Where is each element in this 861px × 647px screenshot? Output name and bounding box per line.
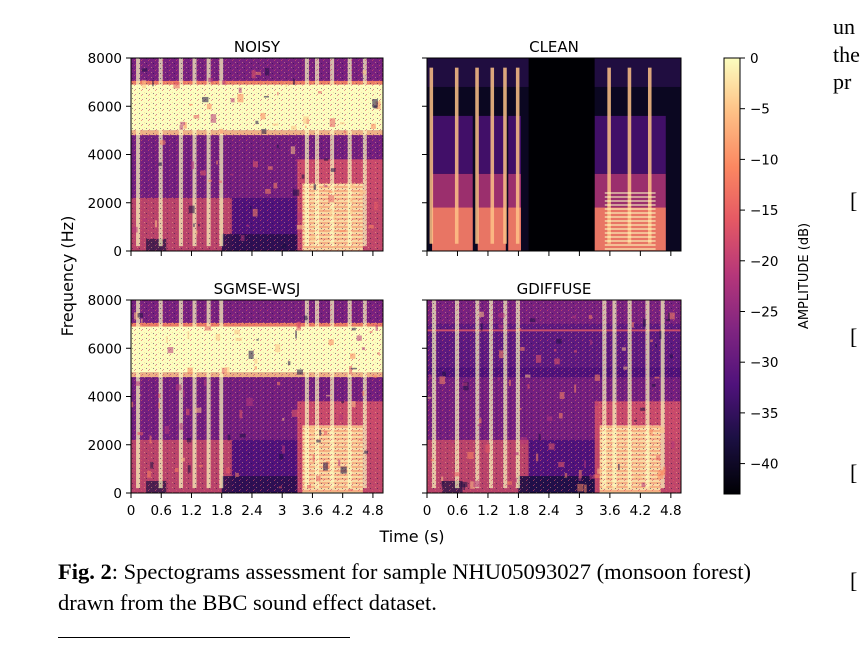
y-tick-label: 0 bbox=[113, 486, 122, 502]
x-tick-label: 4.8 bbox=[362, 503, 383, 519]
y-tick-label: 2000 bbox=[88, 196, 122, 212]
edge-bracket-2: [ bbox=[850, 324, 858, 349]
spectrogram-panel-noisy: NOISY 0 2000 4000 6000 8000 bbox=[88, 38, 384, 260]
panel-title: NOISY bbox=[234, 38, 281, 56]
x-tick-label: 1.8 bbox=[211, 503, 232, 519]
edge-line-2: the bbox=[833, 42, 860, 67]
x-tick-label: 0.6 bbox=[150, 503, 171, 519]
colorbar-tick-label: −25 bbox=[750, 304, 779, 320]
edge-bracket-3: [ bbox=[850, 460, 858, 485]
colorbar-tick-label: −15 bbox=[750, 203, 779, 219]
edge-line-1: un bbox=[833, 14, 855, 39]
x-tick-label: 3 bbox=[278, 503, 287, 519]
y-tick-label: 8000 bbox=[88, 51, 122, 67]
colorbar-tick-label: −20 bbox=[750, 254, 779, 270]
x-tick-label: 0.6 bbox=[447, 503, 468, 519]
panel-title: GDIFFUSE bbox=[517, 280, 592, 298]
x-tick-label: 2.4 bbox=[538, 503, 559, 519]
edge-bracket-1: [ bbox=[850, 188, 858, 213]
y-tick-label: 2000 bbox=[88, 438, 122, 454]
colorbar-tick-label: −40 bbox=[750, 457, 779, 473]
x-tick-label: 0 bbox=[423, 503, 432, 519]
y-axis-label: Frequency (Hz) bbox=[58, 216, 77, 337]
caption-label: Fig. 2 bbox=[58, 559, 112, 584]
spectrogram-image bbox=[427, 300, 681, 493]
spectrogram-image bbox=[131, 58, 383, 251]
caption-text: : Spectograms assessment for sample NHU0… bbox=[58, 559, 752, 615]
edge-line-3: pr bbox=[833, 69, 852, 94]
x-tick-label: 3 bbox=[575, 503, 584, 519]
y-tick-label: 8000 bbox=[88, 293, 122, 309]
spectrogram-image bbox=[427, 58, 681, 251]
colorbar-tick-label: −30 bbox=[750, 355, 779, 371]
x-tick-label: 3.6 bbox=[599, 503, 620, 519]
panel-title: CLEAN bbox=[529, 38, 579, 56]
x-tick-label: 1.2 bbox=[181, 503, 202, 519]
y-tick-label: 6000 bbox=[88, 341, 122, 357]
colorbar-tick-label: 0 bbox=[750, 51, 759, 67]
x-tick-label: 1.8 bbox=[508, 503, 529, 519]
colorbar: 0 −5 −10 −15 −20 −25 −30 −35 −40 AMPLITUDE (dB) bbox=[723, 51, 812, 495]
x-axis-label: Time (s) bbox=[378, 527, 444, 546]
spectrogram-image bbox=[131, 300, 383, 493]
panel-title: SGMSE-WSJ bbox=[214, 280, 301, 298]
spectrogram-panel-clean: CLEAN bbox=[422, 38, 682, 256]
y-tick-label: 6000 bbox=[88, 99, 122, 115]
colorbar-tick-label: −35 bbox=[750, 406, 779, 422]
y-tick-label: 0 bbox=[113, 244, 122, 260]
x-tick-label: 0 bbox=[127, 503, 136, 519]
edge-bracket-4: [ bbox=[850, 568, 858, 593]
x-tick-label: 3.6 bbox=[302, 503, 323, 519]
spectrogram-panel-sgmse: SGMSE-WSJ 0 2000 4000 6000 8000 0 0.6 1.2 1.8 2.4 3… bbox=[88, 280, 384, 519]
colorbar-tick-label: −5 bbox=[750, 102, 770, 118]
colorbar-gradient bbox=[723, 57, 741, 495]
colorbar-label: AMPLITUDE (dB) bbox=[797, 223, 812, 329]
footnote-rule bbox=[58, 637, 350, 638]
y-tick-label: 4000 bbox=[88, 148, 122, 164]
x-tick-label: 2.4 bbox=[241, 503, 262, 519]
x-tick-label: 4.2 bbox=[630, 503, 651, 519]
colorbar-tick-label: −10 bbox=[750, 152, 779, 168]
spectrogram-panel-gdiffuse: GDIFFUSE 0 0.6 1.2 1.8 2.4 3 3.6 4.2 4.8 bbox=[422, 280, 682, 519]
y-tick-label: 4000 bbox=[88, 390, 122, 406]
figure-caption: Fig. 2: Spectograms assessment for sampl… bbox=[58, 556, 798, 618]
x-tick-label: 1.2 bbox=[477, 503, 498, 519]
x-tick-label: 4.2 bbox=[332, 503, 353, 519]
x-tick-label: 4.8 bbox=[660, 503, 681, 519]
